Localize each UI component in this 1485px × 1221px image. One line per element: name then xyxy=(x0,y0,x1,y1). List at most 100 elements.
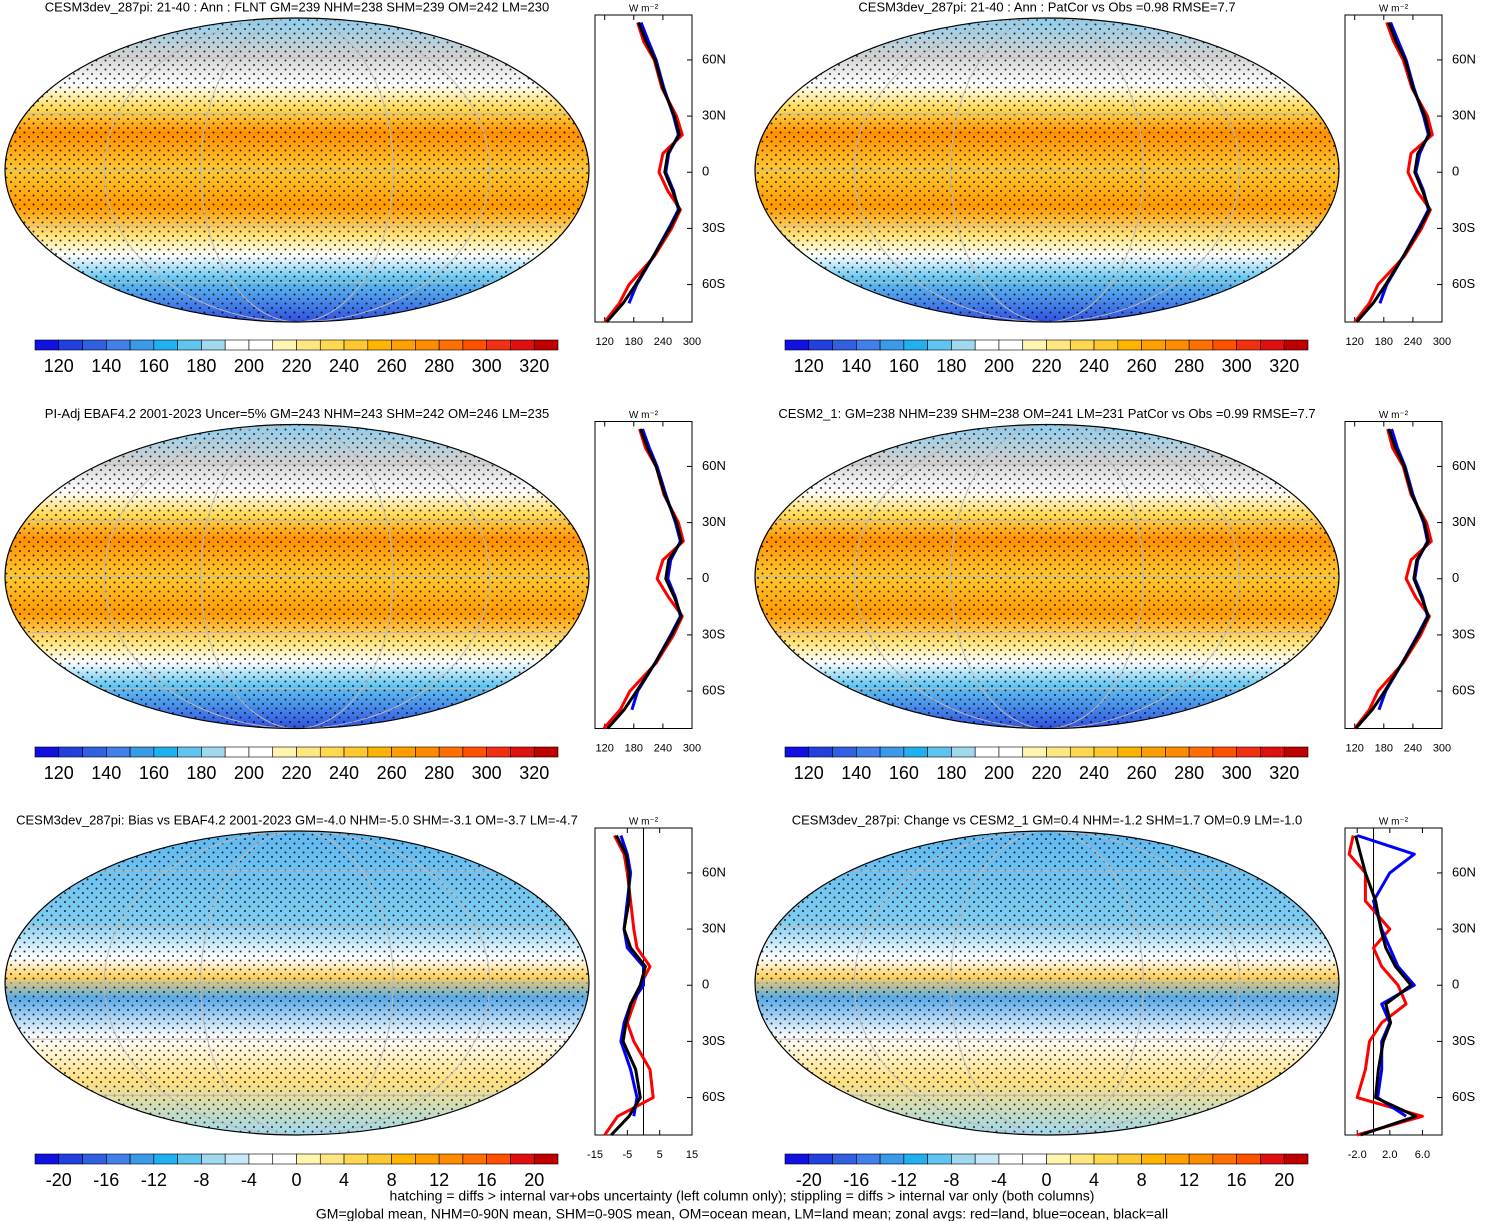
colorbar-box xyxy=(415,1153,440,1165)
x-tick-label: 240 xyxy=(1404,336,1422,348)
map-grid xyxy=(950,18,1144,322)
colorbar-label: 260 xyxy=(1127,763,1157,783)
colorbar-box xyxy=(903,1153,928,1165)
map xyxy=(5,18,589,322)
colorbar-box xyxy=(272,1153,297,1165)
colorbar-box xyxy=(510,339,535,351)
colorbar-box xyxy=(533,746,559,758)
colorbar-label: 12 xyxy=(429,1170,449,1190)
y-tick-label: 60N xyxy=(702,864,726,879)
colorbar-box xyxy=(34,1153,60,1165)
colorbar-box xyxy=(486,1153,511,1165)
colorbar-label: 280 xyxy=(1174,763,1204,783)
colorbar-box xyxy=(1260,746,1285,758)
y-tick-label: 60N xyxy=(702,458,726,473)
y-tick-label: 30N xyxy=(702,108,726,123)
colorbar-box xyxy=(462,746,487,758)
colorbar-box xyxy=(879,746,905,758)
colorbar-box xyxy=(533,1153,559,1165)
map-border xyxy=(4,423,590,730)
y-tick-label: 60S xyxy=(1452,682,1475,697)
colorbar-box xyxy=(1212,746,1237,758)
colorbar-box xyxy=(1069,339,1095,351)
colorbar-box xyxy=(1188,1153,1214,1165)
colorbar-box xyxy=(808,339,833,351)
colorbar-box xyxy=(1093,1153,1119,1165)
colorbar-label: 8 xyxy=(1137,1170,1147,1190)
y-tick-label: 60S xyxy=(702,1089,725,1104)
colorbar-box xyxy=(106,1153,131,1165)
colorbar-box xyxy=(784,1153,810,1165)
x-tick-label: 5 xyxy=(657,1149,663,1161)
colorbar-label: 200 xyxy=(984,356,1014,376)
colorbar-label: -12 xyxy=(141,1170,167,1190)
colorbar-label: 16 xyxy=(477,1170,497,1190)
colorbar-label: 300 xyxy=(472,356,502,376)
colorbar-label: -20 xyxy=(796,1170,822,1190)
x-tick-label: 120 xyxy=(1346,336,1364,348)
panel-title: CESM3dev_287pi: 21-40 : Ann : PatCor vs … xyxy=(858,0,1235,14)
zonal-line xyxy=(1356,834,1416,1118)
colorbar-box xyxy=(856,746,881,758)
y-tick-label: 30N xyxy=(702,921,726,936)
zonal-frame xyxy=(1344,421,1443,729)
colorbar-box xyxy=(903,339,928,351)
colorbar-label: -16 xyxy=(843,1170,869,1190)
colorbar-box xyxy=(177,746,202,758)
y-tick-label: 60S xyxy=(1452,276,1475,291)
colorbar-label: 300 xyxy=(472,763,502,783)
colorbar-box xyxy=(510,746,535,758)
colorbar-label: 140 xyxy=(91,356,121,376)
y-tick-label: 30N xyxy=(1452,514,1476,529)
colorbar-box xyxy=(367,339,392,351)
unit-label: W m⁻² xyxy=(629,817,659,828)
colorbar-box xyxy=(415,339,440,351)
zonal-line xyxy=(1347,835,1424,1137)
x-tick-label: 120 xyxy=(596,742,614,754)
colorbar-box xyxy=(1212,339,1237,351)
zonal-line xyxy=(1354,835,1418,1137)
colorbar-box xyxy=(224,746,250,758)
panel-title: PI-Adj EBAF4.2 2001-2023 Uncer=5% GM=243… xyxy=(45,406,549,421)
zonal-line xyxy=(627,21,680,304)
colorbar-box xyxy=(879,339,905,351)
colorbar-label: 320 xyxy=(1269,763,1299,783)
colorbar-box xyxy=(1046,339,1071,351)
colorbar-label: 240 xyxy=(329,763,359,783)
map xyxy=(5,424,589,729)
colorbar-label: -20 xyxy=(46,1170,72,1190)
colorbar-box xyxy=(129,1153,155,1165)
colorbar-box xyxy=(58,1153,83,1165)
y-tick-label: 30N xyxy=(1452,921,1476,936)
colorbar-box xyxy=(1069,1153,1095,1165)
colorbar-label: 200 xyxy=(984,763,1014,783)
zonal-line xyxy=(1354,428,1430,730)
colorbar-box xyxy=(486,746,511,758)
colorbar-label: 320 xyxy=(519,763,549,783)
colorbar-box xyxy=(248,1153,274,1165)
colorbar-label: 160 xyxy=(139,763,169,783)
colorbar-box xyxy=(1141,1153,1166,1165)
y-tick-label: 30S xyxy=(1452,220,1475,235)
colorbar-box xyxy=(1141,746,1166,758)
y-tick-label: 30N xyxy=(1452,108,1476,123)
colorbar-label: 300 xyxy=(1222,356,1252,376)
colorbar-box xyxy=(832,339,857,351)
colorbar-label: 12 xyxy=(1179,1170,1199,1190)
colorbar-label: 240 xyxy=(1079,763,1109,783)
map-border xyxy=(4,830,590,1136)
colorbar-label: 0 xyxy=(291,1170,301,1190)
colorbar-box xyxy=(1260,339,1285,351)
colorbar-box xyxy=(201,1153,226,1165)
zonal-line xyxy=(1353,428,1433,730)
colorbar-box xyxy=(129,746,155,758)
colorbar-box xyxy=(391,339,416,351)
colorbar-box xyxy=(998,746,1024,758)
colorbar-label: -8 xyxy=(193,1170,209,1190)
map xyxy=(755,831,1339,1135)
colorbar-box xyxy=(1093,339,1119,351)
colorbar-label: 140 xyxy=(91,763,121,783)
y-tick-label: 60N xyxy=(1452,458,1476,473)
colorbar-label: 120 xyxy=(44,356,74,376)
colorbar-label: -16 xyxy=(93,1170,119,1190)
